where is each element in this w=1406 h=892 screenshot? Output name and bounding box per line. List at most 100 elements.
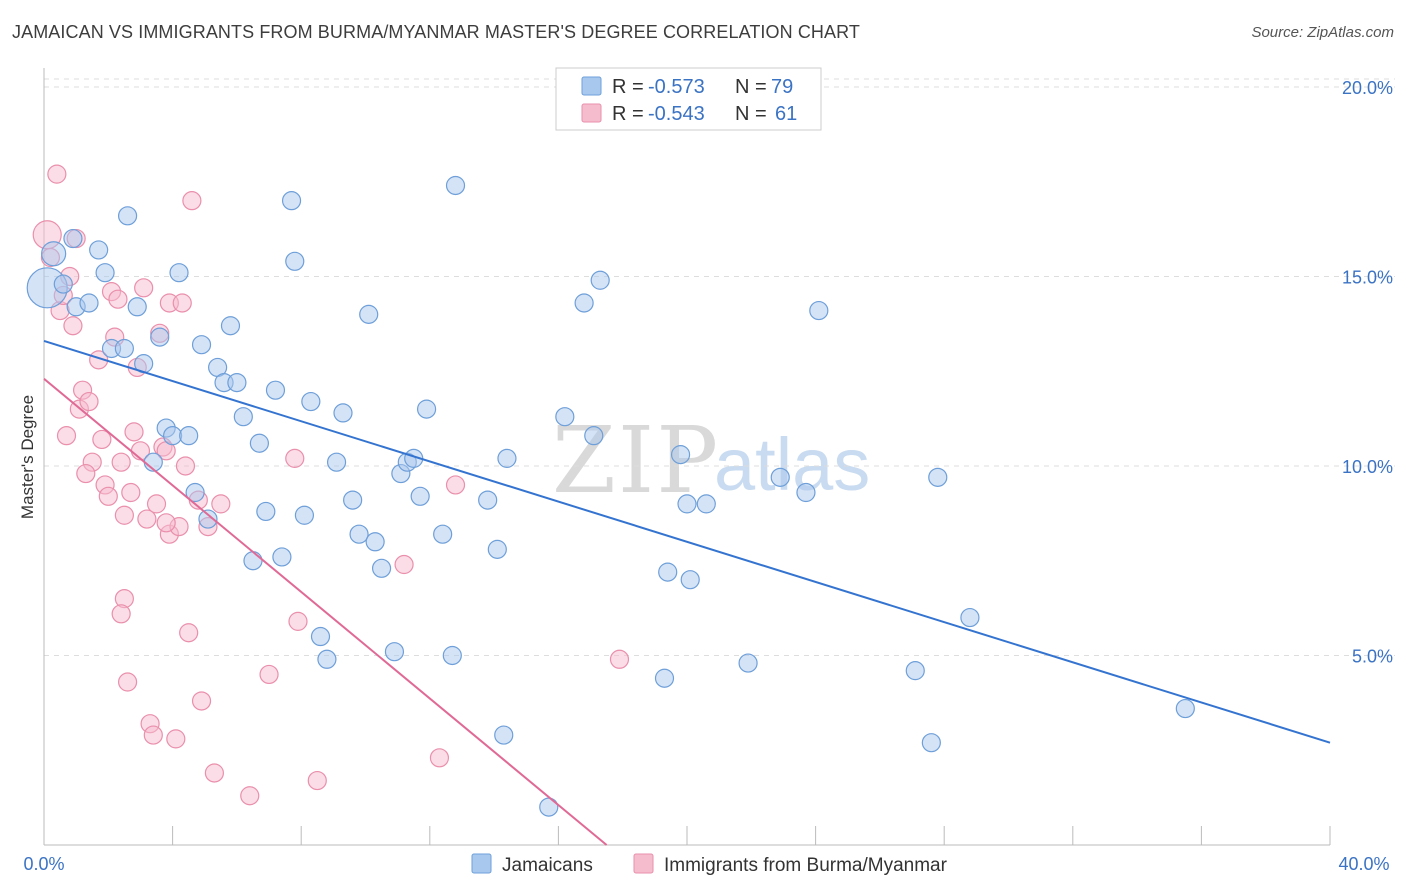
- watermark-atlas: atlas: [714, 423, 870, 506]
- jamaican-point: [654, 668, 675, 688]
- jamaican-point: [960, 607, 980, 628]
- jamaican-point: [89, 240, 109, 260]
- burma-point: [108, 289, 128, 309]
- jamaican-points: [26, 175, 1195, 817]
- burma-point: [445, 475, 466, 495]
- burma-point: [76, 463, 96, 484]
- legend-swatch-jamaicans: [581, 76, 602, 96]
- jamaican-point: [494, 725, 514, 745]
- burma-point: [259, 664, 279, 685]
- jamaican-point: [677, 494, 697, 514]
- jamaican-point: [198, 509, 218, 529]
- jamaican-point: [359, 304, 379, 324]
- jamaican-point: [445, 175, 466, 196]
- series-legend-burma: Immigrants from Burma/Myanmar: [664, 855, 948, 876]
- jamaican-point: [574, 293, 594, 313]
- series-legend-swatch-jamaicans: [471, 853, 492, 874]
- jamaican-point: [265, 380, 286, 400]
- jamaican-point: [233, 407, 253, 427]
- jamaican-point: [326, 452, 347, 472]
- burma-point: [288, 611, 308, 631]
- series-legend: Jamaicans Immigrants from Burma/Myanmar: [471, 853, 948, 876]
- burma-point: [143, 725, 163, 745]
- jamaican-point: [256, 501, 276, 522]
- jamaican-point: [384, 642, 405, 662]
- jamaican-point: [243, 551, 263, 571]
- burma-point: [111, 452, 131, 472]
- jamaican-point: [796, 482, 816, 503]
- burma-point: [98, 486, 118, 506]
- burma-point: [240, 786, 260, 806]
- correlation-legend: R = -0.573 N = 79 R = -0.543 N = 61: [555, 67, 822, 131]
- legend-n-value-jamaicans: 79: [771, 76, 793, 98]
- jamaican-point: [371, 558, 392, 578]
- jamaican-point: [169, 263, 189, 283]
- burma-trend-line: [43, 378, 608, 846]
- burma-point: [191, 691, 212, 711]
- burma-point: [175, 456, 196, 476]
- jamaican-point: [53, 274, 73, 294]
- jamaican-point: [497, 448, 517, 468]
- jamaican-point: [95, 263, 115, 283]
- jamaican-point: [696, 494, 716, 514]
- y-tick-label: 15.0%: [1342, 267, 1393, 287]
- jamaican-point: [738, 653, 758, 673]
- burma-point: [172, 293, 192, 313]
- burma-point: [124, 422, 144, 442]
- burma-point: [146, 494, 167, 514]
- jamaican-point: [220, 316, 241, 336]
- burma-point: [111, 604, 131, 624]
- burma-point: [47, 164, 67, 184]
- jamaican-point: [41, 241, 67, 267]
- jamaican-point: [285, 251, 305, 271]
- y-tick-label: 20.0%: [1342, 78, 1393, 98]
- jamaican-point: [410, 486, 430, 506]
- gridlines: [44, 78, 1395, 656]
- burma-point: [137, 509, 157, 529]
- burma-point: [166, 729, 186, 749]
- jamaican-point: [584, 426, 604, 446]
- jamaican-point: [487, 539, 507, 559]
- burma-point: [609, 649, 630, 669]
- jamaican-point: [539, 797, 559, 817]
- jamaican-point: [294, 505, 315, 525]
- jamaican-point: [185, 482, 205, 503]
- y-tick-labels: 5.0% 10.0% 15.0% 20.0%: [1342, 78, 1393, 667]
- series-legend-swatch-burma: [633, 853, 654, 874]
- jamaican-point: [680, 570, 700, 590]
- jamaican-point: [658, 562, 678, 582]
- jamaican-point: [79, 293, 99, 313]
- burma-point: [285, 448, 305, 468]
- jamaican-point: [249, 433, 270, 453]
- burma-point: [79, 391, 99, 412]
- jamaican-point: [590, 270, 610, 290]
- jamaican-point: [555, 407, 575, 427]
- y-tick-label: 5.0%: [1352, 646, 1393, 666]
- jamaican-point: [272, 547, 292, 567]
- x-tick-label-max: 40.0%: [1338, 854, 1389, 874]
- jamaican-point: [670, 445, 691, 465]
- legend-r-value-burma: -0.543: [648, 103, 705, 125]
- jamaican-point: [310, 626, 331, 647]
- y-axis-label: Master's Degree: [18, 395, 37, 519]
- burma-points: [32, 164, 630, 806]
- burma-point: [211, 494, 231, 514]
- jamaican-point: [433, 524, 453, 544]
- legend-r-label-jamaicans: R =: [612, 76, 644, 98]
- jamaican-point: [179, 426, 199, 446]
- jamaican-point: [770, 467, 790, 487]
- legend-swatch-burma: [581, 103, 602, 123]
- jamaican-point: [478, 490, 498, 510]
- jamaican-point: [809, 300, 829, 321]
- jamaican-point: [365, 532, 385, 552]
- x-tick-label-min: 0.0%: [23, 854, 64, 874]
- jamaican-trend-line: [43, 339, 1331, 744]
- burma-point: [92, 429, 112, 450]
- jamaican-point: [317, 649, 337, 669]
- x-axis-ticks: [172, 826, 1331, 845]
- legend-r-value-jamaicans: -0.573: [648, 76, 705, 98]
- jamaican-point: [1175, 698, 1195, 719]
- burma-point: [307, 770, 327, 791]
- burma-point: [156, 513, 176, 533]
